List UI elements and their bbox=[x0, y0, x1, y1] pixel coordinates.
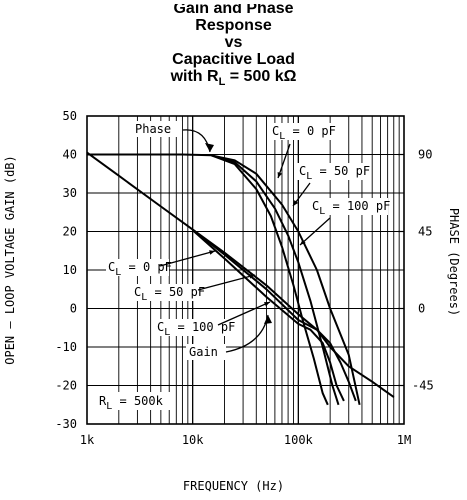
title-line-3: vs bbox=[224, 34, 243, 51]
phase-label-bg bbox=[132, 121, 182, 137]
phase-line-0 bbox=[87, 153, 361, 406]
x-tick-label: 100k bbox=[284, 433, 314, 447]
cl100-top-label-bg bbox=[310, 198, 388, 215]
cl0-left-pointer-head bbox=[209, 250, 215, 255]
cl0-top-label: CL = 0 pF bbox=[272, 124, 336, 142]
title-line-4: Capacitive Load bbox=[172, 51, 295, 68]
cl100-left-pointer bbox=[217, 301, 271, 326]
gain-label: Gain bbox=[189, 345, 218, 359]
chart-title: Gain and Phase Response vs Capacitive Lo… bbox=[0, 0, 467, 91]
title-line-5: with RL = 500 kΩ bbox=[0, 68, 467, 91]
cl50-left-pointer bbox=[197, 274, 256, 291]
y-tick-label: 20 bbox=[63, 225, 77, 239]
y-tick-label: 30 bbox=[63, 186, 77, 200]
y2-tick-label: 0 bbox=[418, 302, 425, 316]
tick-labels: 50 40 30 20 10 0 -10 -20 -30 90 45 0 -45 1k 10k 100k 1M bbox=[55, 109, 433, 447]
cl100-left-label: CL = 100 pF bbox=[157, 320, 235, 338]
y-tick-label: -20 bbox=[55, 379, 77, 393]
x-tick-label: 1k bbox=[80, 433, 95, 447]
cl100-top-pointer bbox=[299, 217, 331, 246]
cl100-left-label-bg bbox=[155, 319, 233, 336]
gain-line-2 bbox=[192, 229, 345, 402]
y-tick-label: 10 bbox=[63, 263, 77, 277]
y-tick-label: -10 bbox=[55, 340, 77, 354]
y-tick-label: 0 bbox=[70, 302, 77, 316]
cl100-top-label: CL = 100 pF bbox=[312, 199, 390, 217]
x-tick-label: 10k bbox=[182, 433, 204, 447]
phase-line-2 bbox=[210, 154, 329, 406]
cl100-left-pointer-head bbox=[264, 302, 270, 307]
title-top-clip bbox=[0, 0, 467, 4]
title-line-2: Response bbox=[195, 17, 272, 34]
cl0-left-label: CL = 0 pF bbox=[108, 260, 172, 278]
gain-line-1 bbox=[192, 228, 357, 402]
y-tick-label: 40 bbox=[63, 148, 77, 162]
cl50-left-label: CL = 50 pF bbox=[134, 285, 205, 303]
y2-tick-label: 45 bbox=[418, 225, 432, 239]
title-rl-sub: L bbox=[218, 76, 226, 89]
cl50-top-pointer-head bbox=[293, 200, 299, 206]
cl0-top-pointer bbox=[277, 143, 291, 179]
phase-pointer-head bbox=[205, 143, 214, 152]
x-axis-label: FREQUENCY (Hz) bbox=[182, 479, 285, 493]
grid bbox=[86, 115, 405, 425]
y2-tick-label: -45 bbox=[412, 379, 434, 393]
cl50-left-pointer-head bbox=[249, 274, 255, 279]
gain-label-bg bbox=[186, 344, 226, 360]
title-rl-prefix: with R bbox=[170, 68, 219, 85]
cl0-left-label-bg bbox=[106, 259, 169, 276]
y-tick-label: -30 bbox=[55, 417, 77, 431]
phase-label: Phase bbox=[135, 122, 171, 136]
cl0-left-pointer bbox=[159, 250, 216, 267]
cl50-top-label-bg bbox=[297, 163, 368, 180]
rl-label: RL = 500k bbox=[99, 394, 164, 412]
gain-pointer-head bbox=[264, 315, 272, 324]
cl0-top-label-bg bbox=[270, 123, 333, 140]
cl50-top-label: CL = 50 pF bbox=[299, 164, 370, 182]
phase-pointer bbox=[182, 129, 211, 153]
annotations: Phase CL = 0 pF CL = 50 pF CL = 100 pF CL = … bbox=[96, 121, 390, 412]
phase-line-1 bbox=[211, 154, 340, 406]
title-line-1: Gain and Phase bbox=[173, 0, 294, 17]
y2-tick-label: 90 bbox=[418, 148, 432, 162]
rl-label-bg bbox=[96, 392, 174, 410]
title-rl-suffix: = 500 kΩ bbox=[225, 68, 297, 85]
series-lines bbox=[86, 151, 395, 406]
cl0-top-pointer-head bbox=[277, 172, 283, 178]
cl50-left-label-bg bbox=[132, 284, 203, 301]
x-tick-label: 1M bbox=[397, 433, 411, 447]
cl100-top-pointer-head bbox=[300, 239, 306, 245]
y-tick-label: 50 bbox=[63, 109, 77, 123]
